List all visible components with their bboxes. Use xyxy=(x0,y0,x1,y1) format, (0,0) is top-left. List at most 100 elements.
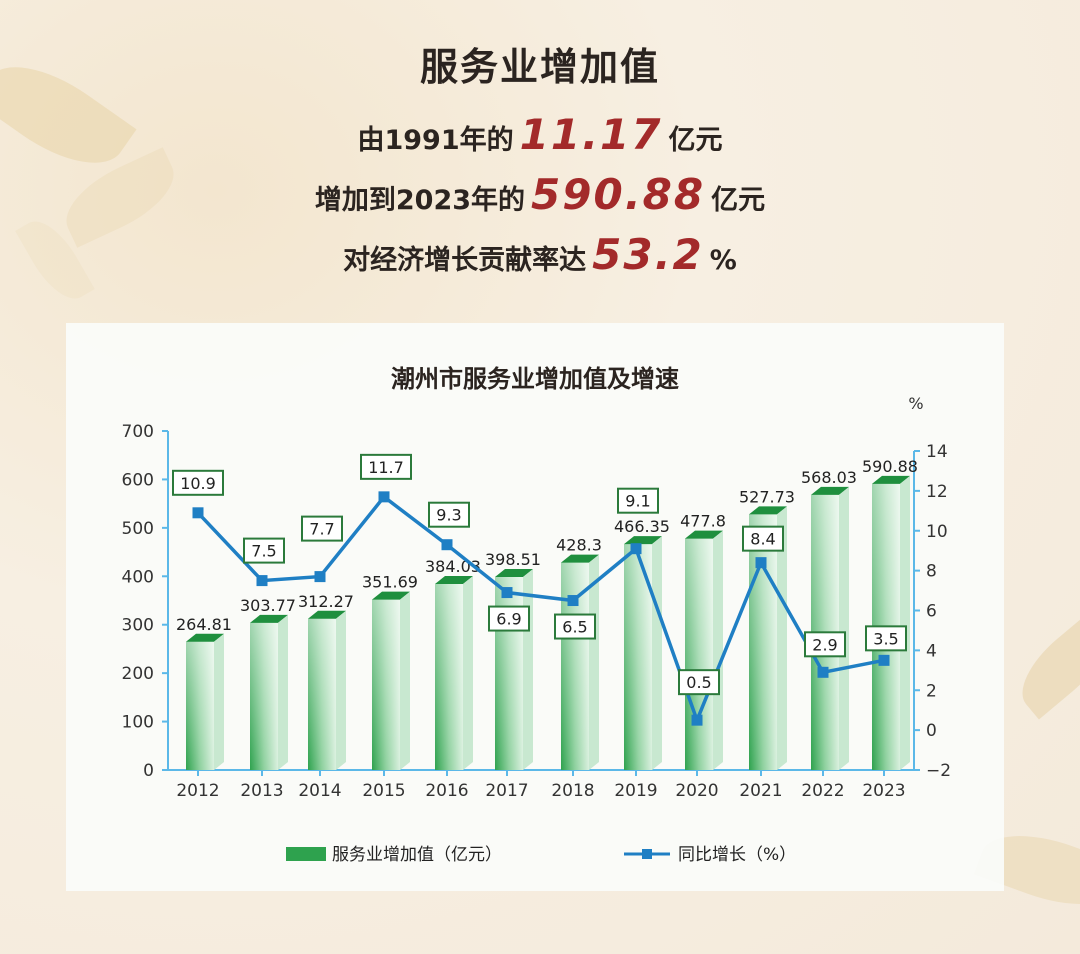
x-tick-label: 2016 xyxy=(425,781,468,801)
background-leaf xyxy=(1006,610,1080,720)
chart-svg: 潮州市服务业增加值及增速 % 0100200300400500600700−20… xyxy=(122,365,952,865)
bar-side xyxy=(713,530,723,770)
growth-label-box xyxy=(428,501,470,528)
chart-legend: 服务业增加值（亿元） 同比增长（%） xyxy=(286,845,796,865)
bar-value-label: 303.77 xyxy=(240,596,296,615)
growth-marker xyxy=(817,666,829,678)
x-tick-label: 2018 xyxy=(551,781,594,801)
right-tick-label: 14 xyxy=(926,442,948,462)
headline-contribution: 对经济增长贡献率达 53.2% xyxy=(0,230,1080,279)
bar-value-label: 351.69 xyxy=(362,573,418,592)
bar-side xyxy=(900,475,910,770)
chart-panel: 潮州市服务业增加值及增速 % 0 100 200 300 400 500 600 700 −2 0… xyxy=(66,323,1004,891)
growth-marker xyxy=(314,571,326,583)
bar-highlight xyxy=(186,641,214,770)
growth-label-box xyxy=(554,613,596,640)
bar-value-label: 590.88 xyxy=(862,457,918,476)
headline-unit: % xyxy=(709,245,737,276)
bar-value-label: 428.3 xyxy=(556,536,602,555)
bar-top xyxy=(749,506,787,515)
right-tick-label: 4 xyxy=(926,641,937,661)
right-axis-unit: % xyxy=(908,394,923,413)
growth-value-label: 8.4 xyxy=(750,530,775,549)
growth-label-box xyxy=(804,631,846,658)
x-tick-label: 2019 xyxy=(614,781,657,801)
bar-side xyxy=(463,576,473,770)
right-tick-label: 8 xyxy=(926,562,937,582)
x-tick-label: 2013 xyxy=(240,781,283,801)
headline-unit: 亿元 xyxy=(668,125,723,156)
headline-unit: 亿元 xyxy=(711,185,766,216)
x-tick-label: 2017 xyxy=(485,781,528,801)
bar: 527.73 xyxy=(739,487,795,770)
bar-highlight xyxy=(250,622,278,770)
legend-line-marker xyxy=(642,849,652,859)
bar-highlight xyxy=(308,618,336,770)
bar: 428.3 xyxy=(556,536,602,770)
right-tick-label: 12 xyxy=(926,482,948,502)
growth-value-label: 2.9 xyxy=(812,635,837,654)
growth-marker xyxy=(192,507,204,519)
bar-side xyxy=(278,614,288,770)
legend-line-label: 同比增长（%） xyxy=(678,845,796,865)
growth-marker xyxy=(878,654,890,666)
bar: 303.77 xyxy=(240,596,296,770)
x-tick-label: 2014 xyxy=(298,781,341,801)
bar-top xyxy=(372,591,410,600)
growth-label-box xyxy=(742,525,784,552)
bar-top xyxy=(495,569,533,578)
right-tick-label: 6 xyxy=(926,602,937,622)
bar-value-label: 398.51 xyxy=(485,550,541,569)
right-tick-label: 10 xyxy=(926,522,948,542)
growth-value-label: 10.9 xyxy=(180,474,216,493)
growth-value-label: 6.5 xyxy=(562,618,587,637)
bar-value-label: 477.8 xyxy=(680,512,726,531)
growth-line xyxy=(196,494,885,726)
bar-highlight xyxy=(561,562,589,770)
growth-label-box xyxy=(617,487,659,514)
headline-text: 增加到2023年的 xyxy=(314,185,526,216)
bar-value-label: 527.73 xyxy=(739,487,795,506)
growth-marker xyxy=(256,575,268,587)
left-tick-label: 200 xyxy=(122,664,154,684)
left-tick-label: 100 xyxy=(122,713,154,733)
bar-value-label: 568.03 xyxy=(801,468,857,487)
bar-top xyxy=(435,576,473,585)
left-tick-label: 500 xyxy=(122,519,154,539)
growth-marker xyxy=(691,714,703,726)
growth-label-box xyxy=(172,469,224,496)
x-tick-label: 2023 xyxy=(862,781,905,801)
x-tick-label: 2015 xyxy=(362,781,405,801)
bar-top xyxy=(186,633,224,642)
headline-text: 对经济增长贡献率达 xyxy=(343,245,587,276)
growth-marker xyxy=(630,543,642,555)
bar-top xyxy=(250,614,288,623)
bar-side xyxy=(336,610,346,770)
growth-value-label: 7.5 xyxy=(251,542,276,561)
bar: 312.27 xyxy=(298,592,354,770)
growth-value-label: 7.7 xyxy=(309,520,334,539)
legend-bar-label: 服务业增加值（亿元） xyxy=(332,845,502,865)
bar-side xyxy=(652,536,662,770)
bar-side xyxy=(839,486,849,770)
growth-marker xyxy=(567,595,579,607)
left-tick-label: 0 xyxy=(143,761,154,781)
headline-value: 11.17 xyxy=(519,110,663,159)
bar-side xyxy=(214,633,224,770)
legend-bar-swatch xyxy=(286,847,326,861)
bar-value-label: 264.81 xyxy=(176,615,232,634)
growth-label-box xyxy=(301,515,343,542)
bar-highlight xyxy=(749,514,777,770)
bar-top xyxy=(624,536,662,545)
growth-marker xyxy=(441,539,453,551)
bar-top xyxy=(308,610,346,619)
bar-top xyxy=(685,530,723,539)
bar-top xyxy=(872,475,910,484)
bar-side xyxy=(777,506,787,770)
bar-top xyxy=(561,554,599,563)
bar-top xyxy=(811,486,849,495)
bar-value-label: 312.27 xyxy=(298,592,354,611)
growth-value-label: 11.7 xyxy=(368,458,404,477)
bar-highlight xyxy=(372,599,400,770)
x-tick-label: 2012 xyxy=(176,781,219,801)
